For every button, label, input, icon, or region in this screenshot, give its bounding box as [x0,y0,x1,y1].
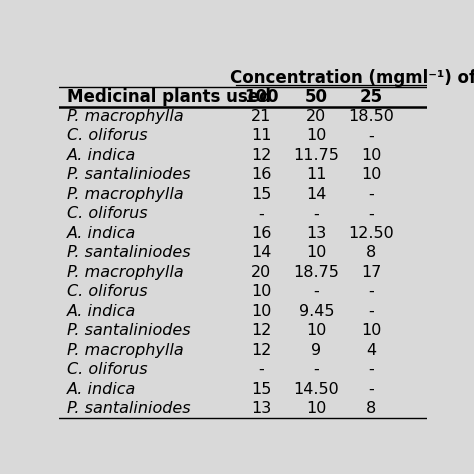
Text: P. santaliniodes: P. santaliniodes [66,401,190,416]
Text: C. oliforus: C. oliforus [66,284,147,299]
Text: -: - [313,206,319,221]
Text: 14.50: 14.50 [293,382,339,397]
Text: C. oliforus: C. oliforus [66,128,147,144]
Text: 20: 20 [306,109,327,124]
Text: -: - [369,187,374,202]
Text: 9: 9 [311,343,321,357]
Text: P. santaliniodes: P. santaliniodes [66,323,190,338]
Text: 16: 16 [251,226,272,241]
Text: P. macrophylla: P. macrophylla [66,109,183,124]
Text: -: - [258,206,264,221]
Text: 10: 10 [361,323,382,338]
Text: 12: 12 [251,343,272,357]
Text: 8: 8 [366,245,377,260]
Text: 21: 21 [251,109,272,124]
Text: 18.50: 18.50 [348,109,394,124]
Text: 11: 11 [306,167,327,182]
Text: 10: 10 [251,284,272,299]
Text: -: - [313,284,319,299]
Text: A. indica: A. indica [66,382,136,397]
Text: P. santaliniodes: P. santaliniodes [66,167,190,182]
Text: -: - [369,284,374,299]
Text: P. macrophylla: P. macrophylla [66,343,183,357]
Text: 12.50: 12.50 [348,226,394,241]
Text: -: - [313,362,319,377]
Text: Medicinal plants used: Medicinal plants used [66,88,271,106]
Text: 9.45: 9.45 [299,304,334,319]
Text: C. oliforus: C. oliforus [66,362,147,377]
Text: 10: 10 [361,167,382,182]
Text: C. oliforus: C. oliforus [66,206,147,221]
Text: 16: 16 [251,167,272,182]
Text: P. macrophylla: P. macrophylla [66,187,183,202]
Text: 100: 100 [244,88,279,106]
Text: 18.75: 18.75 [293,264,339,280]
Text: P. santaliniodes: P. santaliniodes [66,245,190,260]
Text: 14: 14 [251,245,272,260]
Text: -: - [369,382,374,397]
Text: 11.75: 11.75 [293,148,339,163]
Text: 25: 25 [360,88,383,106]
Text: 10: 10 [306,245,327,260]
Text: 10: 10 [361,148,382,163]
Text: A. indica: A. indica [66,226,136,241]
Text: A. indica: A. indica [66,148,136,163]
Text: P. macrophylla: P. macrophylla [66,264,183,280]
Text: A. indica: A. indica [66,304,136,319]
Text: -: - [369,362,374,377]
Text: -: - [369,206,374,221]
Text: 10: 10 [306,128,327,144]
Text: 8: 8 [366,401,377,416]
Text: 13: 13 [306,226,327,241]
Text: 14: 14 [306,187,327,202]
Text: 4: 4 [366,343,376,357]
Text: 11: 11 [251,128,272,144]
Text: 10: 10 [251,304,272,319]
Text: 15: 15 [251,382,272,397]
Text: 50: 50 [305,88,328,106]
Text: -: - [369,128,374,144]
Text: 20: 20 [251,264,272,280]
Text: 13: 13 [251,401,272,416]
Text: 10: 10 [306,323,327,338]
Text: 12: 12 [251,323,272,338]
Text: 15: 15 [251,187,272,202]
Text: Concentration (mgml⁻¹) of: Concentration (mgml⁻¹) of [230,69,474,87]
Text: 17: 17 [361,264,382,280]
Text: 12: 12 [251,148,272,163]
Text: -: - [369,304,374,319]
Text: 10: 10 [306,401,327,416]
Text: -: - [258,362,264,377]
